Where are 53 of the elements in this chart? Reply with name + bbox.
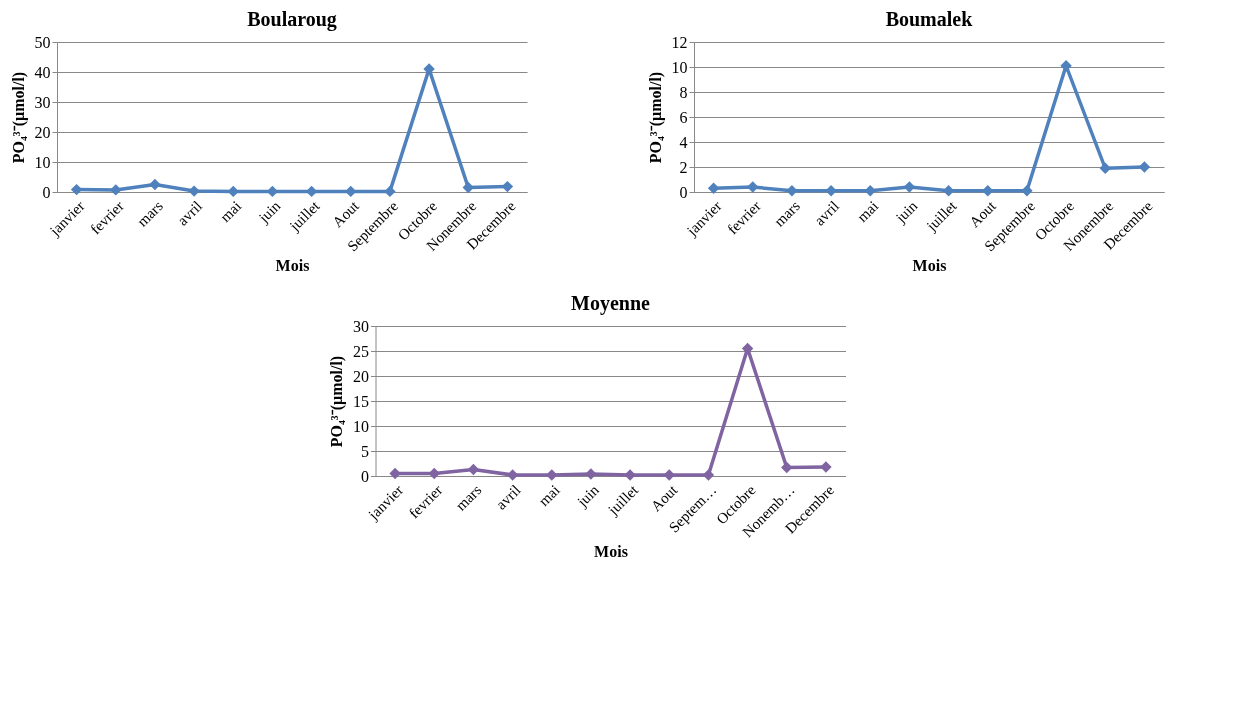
point xyxy=(462,181,474,194)
point xyxy=(1099,162,1111,174)
y-tick-label: 15 xyxy=(353,392,369,410)
y-tick-label: 0 xyxy=(679,183,688,201)
x-axis-title: Mois xyxy=(594,543,628,561)
point xyxy=(585,468,597,480)
point xyxy=(467,463,480,476)
x-tick-label: avril xyxy=(811,197,843,229)
x-tick-label: mai xyxy=(535,481,563,510)
y-axis-title: PO₄³⁻(µmol/l) xyxy=(9,71,28,164)
y-tick-label: 30 xyxy=(353,317,369,335)
y-axis-title: PO₄³⁻(µmol/l) xyxy=(328,355,346,448)
x-tick-label: avril xyxy=(492,481,524,513)
chart-title: Boularoug xyxy=(247,8,337,31)
point xyxy=(188,185,200,197)
point xyxy=(1060,60,1072,72)
chart-title: Moyenne xyxy=(571,292,651,315)
x-tick-label: mars xyxy=(771,197,804,230)
y-tick-label: 4 xyxy=(679,133,688,151)
y-tick-label: 10 xyxy=(34,153,51,171)
y-tick-label: 10 xyxy=(671,58,688,76)
x-tick-label: avril xyxy=(174,197,206,229)
x-tick-label: juin xyxy=(573,481,603,511)
x-tick-label: mars xyxy=(134,197,167,230)
y-tick-label: 20 xyxy=(353,367,369,385)
y-tick-label: 20 xyxy=(34,123,51,141)
x-tick-label: mai xyxy=(854,197,882,226)
y-tick-label: 6 xyxy=(679,108,688,126)
x-tick-label: mars xyxy=(452,481,485,514)
point xyxy=(384,185,396,198)
point xyxy=(389,467,401,480)
y-tick-label: 5 xyxy=(361,442,369,460)
point xyxy=(747,181,759,193)
x-tick-label: juin xyxy=(255,197,284,227)
y-tick-label: 0 xyxy=(42,183,51,201)
x-axis-title: Mois xyxy=(275,257,310,275)
x-tick-label: mai xyxy=(217,197,245,226)
y-tick-label: 50 xyxy=(34,33,51,51)
y-tick-label: 8 xyxy=(679,83,688,101)
x-axis-title: Mois xyxy=(912,257,947,275)
y-tick-label: 40 xyxy=(34,63,51,81)
y-tick-label: 12 xyxy=(671,33,688,51)
x-tick-label: juin xyxy=(892,197,921,227)
chart-title: Boumalek xyxy=(885,8,974,30)
y-axis-title: PO₄³⁻(µmol/l) xyxy=(646,71,665,164)
y-tick-label: 25 xyxy=(353,342,369,360)
y-tick-label: 0 xyxy=(361,467,369,485)
point xyxy=(820,461,832,473)
y-tick-label: 30 xyxy=(34,93,51,111)
y-tick-label: 2 xyxy=(679,158,688,176)
point xyxy=(110,184,122,196)
point xyxy=(149,178,161,191)
y-tick-label: 10 xyxy=(353,417,369,435)
